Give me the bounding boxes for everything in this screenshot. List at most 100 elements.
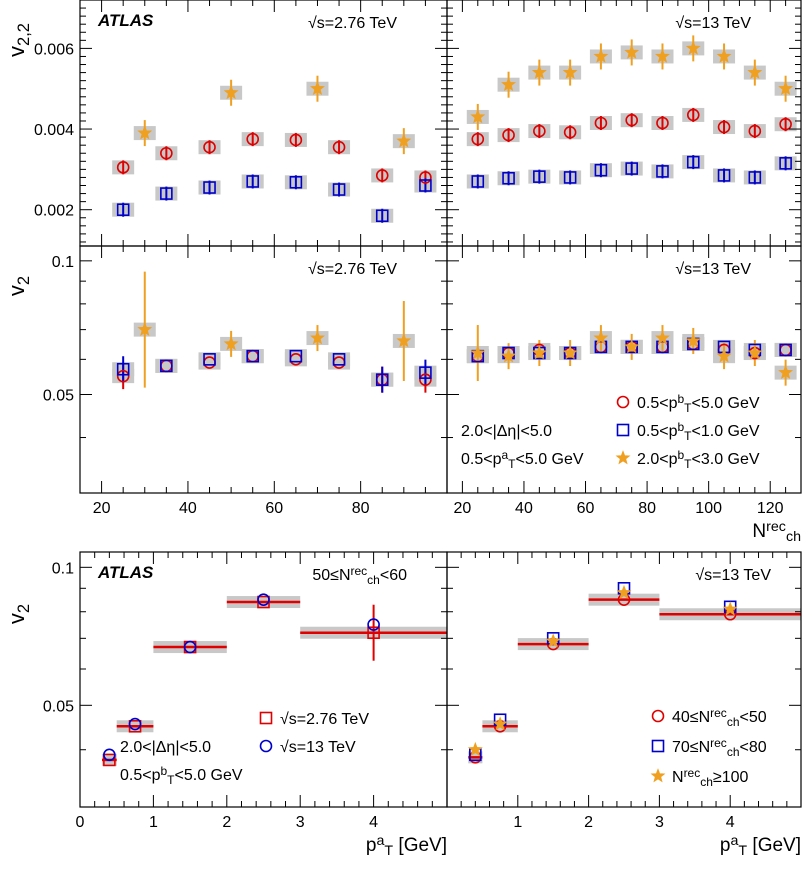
data-point-star [747,64,763,79]
legend-label: 70≤Nrecch<80 [672,736,767,759]
data-point-square [419,179,432,192]
data-point-square [246,349,260,363]
data-point-square [594,163,608,177]
y-tick-label: 0.1 [52,254,74,271]
x-tick-label: 1 [149,814,158,831]
data-point-square [375,209,389,223]
legend-marker-circle [259,739,273,753]
data-point-circle [502,128,515,142]
data-point-circle [748,124,762,138]
panel-middle-left: 20 40 60 80 0.05 0.1 v2 √s=2.76 TeV [4,245,448,517]
data-point-star [492,716,508,731]
legend-label: Nrecch≥100 [672,766,749,789]
data-point-star [716,48,732,63]
data-point-star [624,44,640,59]
data-point-square [203,181,216,194]
data-point-circle [116,369,130,383]
data-point-circle [779,117,792,131]
x-tick-label: 2 [584,814,593,831]
data-point-circle [246,132,260,146]
x-tick-label: 3 [296,814,305,831]
data-point-star [396,133,412,148]
data-point-star [467,741,483,757]
pt-range-label: 0.5<paT<5.0 GeV [461,448,584,471]
data-point-square [533,170,546,183]
atlas-label: ATLAS [97,563,154,582]
x-axis-label: paT [GeV] [720,833,801,859]
data-point-circle [717,120,731,134]
data-point-circle [533,124,546,138]
data-point-star [685,40,701,55]
data-point-circle [116,161,130,174]
data-point-square [748,171,762,184]
panel-top-right: √s=13 TeV [446,0,802,247]
data-point-star [310,330,325,345]
y-tick-label: 0.006 [34,41,74,58]
data-point-star [685,333,701,348]
data-point-circle [103,748,116,762]
legend-marker-circle [651,709,665,723]
data-point-circle [419,171,432,184]
x-tick-label: 40 [515,500,533,517]
x-tick-label: 60 [577,500,595,517]
legend-label: 0.5<pbT<5.0 GeV [637,392,760,415]
data-point-star [778,80,794,96]
multiplicity-cut-label: 50≤Nrecch<60 [312,564,407,587]
data-point-star [655,330,670,345]
data-point-star [137,125,153,140]
data-point-star [545,633,561,648]
data-point-circle [375,169,389,182]
data-point-star [470,109,486,124]
data-point-star [310,80,325,96]
data-point-square [419,366,432,379]
data-point-star [531,345,547,360]
data-point-star [223,336,239,351]
eta-gap-label: 2.0<|Δη|<5.0 [461,423,552,440]
data-point-square [116,203,130,217]
data-point-square [375,373,389,386]
data-point-star [624,339,640,354]
data-point-star [593,48,609,63]
x-tick-label: 80 [638,500,656,517]
legend-marker-star [650,768,666,783]
data-point-square [246,175,260,188]
legend-marker-star [615,450,631,465]
data-point-star [562,64,578,79]
x-tick-label: 120 [757,500,784,517]
data-point-circle [471,132,485,146]
panel-frame [446,551,802,808]
data-point-square [332,183,346,196]
data-point-circle [656,116,669,130]
energy-label: √s=13 TeV [695,567,771,584]
y-tick-label: 0.05 [43,698,74,715]
x-tick-label: 0 [76,814,85,831]
y-tick-label: 0.05 [43,387,74,404]
y-axis-label: v2 [4,276,33,296]
energy-label: √s=2.76 TeV [308,261,397,278]
panel-frame [79,245,448,494]
data-point-circle [160,146,173,160]
data-point-star [616,584,632,600]
data-point-square [289,175,303,189]
x-tick-label: 60 [265,500,283,517]
data-point-square [779,157,792,170]
y-axis-label: v2,2 [4,23,33,57]
data-point-star [655,48,670,63]
data-point-circle [419,373,432,386]
data-point-circle [625,113,638,127]
data-point-circle [594,116,608,130]
panel-frame [446,245,802,494]
data-point-square [203,353,216,366]
energy-label: √s=2.76 TeV [308,15,397,32]
data-point-circle [563,125,577,139]
legend-label: √s=13 TeV [280,739,356,756]
data-point-star [722,601,738,616]
energy-label: √s=13 TeV [675,261,751,278]
legend-marker-square [259,711,273,725]
data-point-square [717,169,731,182]
x-tick-label: 20 [453,500,471,517]
data-point-square [502,171,515,185]
data-point-square [686,155,700,169]
x-axis-label: Nrecch [752,519,801,545]
x-tick-label: 20 [93,500,111,517]
